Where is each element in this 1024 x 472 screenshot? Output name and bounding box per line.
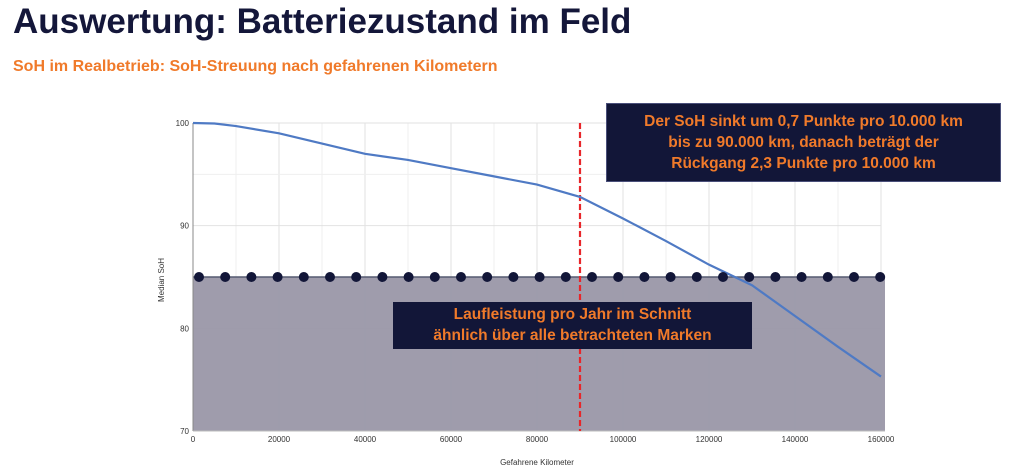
tick-labels: 0 20000 40000 60000 80000 100000 120000 140000 1…	[176, 119, 895, 444]
y-axis-label: Median SoH	[157, 258, 166, 302]
threshold-marker-dot	[796, 272, 807, 282]
threshold-marker-dot	[639, 272, 650, 282]
threshold-marker-dot	[429, 272, 440, 282]
threshold-marker-dot	[587, 272, 597, 282]
threshold-band	[193, 276, 885, 431]
threshold-marker-dot	[377, 272, 388, 282]
callout-line: bis zu 90.000 km, danach beträgt der	[668, 134, 939, 151]
page-subtitle: SoH im Realbetrieb: SoH-Streuung nach ge…	[13, 58, 498, 75]
y-tick-label: 100	[176, 119, 190, 128]
slope-callout: Der SoH sinkt um 0,7 Punkte pro 10.000 k…	[606, 103, 1001, 182]
y-tick-label: 90	[180, 222, 189, 231]
threshold-area	[193, 277, 885, 431]
x-axis-label: Gefahrene Kilometer	[500, 458, 574, 467]
x-tick-label: 80000	[526, 435, 549, 444]
y-tick-label: 70	[180, 427, 189, 436]
threshold-marker-dot	[403, 272, 414, 282]
y-tick-label: 80	[180, 324, 189, 333]
threshold-marker-dot	[194, 272, 204, 282]
threshold-marker-dot	[849, 272, 859, 282]
threshold-marker-dot	[325, 272, 335, 282]
threshold-marker-dot	[220, 272, 231, 282]
x-tick-label: 100000	[610, 435, 637, 444]
callout-line: ähnlich über alle betrachteten Marken	[433, 327, 712, 344]
threshold-marker-dot	[770, 272, 781, 282]
threshold-marker-dot	[718, 272, 728, 282]
x-tick-label: 60000	[440, 435, 463, 444]
threshold-markers	[194, 272, 886, 282]
threshold-marker-dot	[272, 272, 283, 282]
x-tick-label: 120000	[696, 435, 723, 444]
callout-line: Rückgang 2,3 Punkte pro 10.000 km	[671, 155, 936, 172]
axes	[192, 123, 885, 432]
threshold-marker-dot	[298, 272, 309, 282]
threshold-marker-dot	[822, 272, 833, 282]
threshold-marker-dot	[875, 272, 886, 282]
threshold-marker-dot	[560, 272, 571, 282]
threshold-marker-dot	[691, 272, 702, 282]
mileage-callout: Laufleistung pro Jahr im Schnitt ähnlich…	[393, 302, 752, 349]
threshold-marker-dot	[744, 272, 755, 282]
threshold-marker-dot	[456, 272, 466, 282]
threshold-marker-dot	[246, 272, 257, 282]
threshold-marker-dot	[665, 272, 676, 282]
threshold-marker-dot	[508, 272, 519, 282]
soh-series-line	[192, 121, 882, 378]
x-tick-label: 20000	[268, 435, 291, 444]
page-title: Auswertung: Batteriezustand im Feld	[13, 2, 632, 41]
callout-line: Der SoH sinkt um 0,7 Punkte pro 10.000 k…	[644, 113, 963, 130]
x-tick-label: 160000	[868, 435, 895, 444]
series-lines	[192, 121, 882, 431]
x-tick-label: 140000	[782, 435, 809, 444]
callout-line: Laufleistung pro Jahr im Schnitt	[453, 306, 692, 323]
x-tick-label: 40000	[354, 435, 377, 444]
x-tick-label: 0	[191, 435, 196, 444]
threshold-marker-dot	[351, 272, 362, 282]
threshold-marker-dot	[613, 272, 624, 282]
threshold-marker-dot	[482, 272, 493, 282]
threshold-marker-dot	[534, 272, 545, 282]
